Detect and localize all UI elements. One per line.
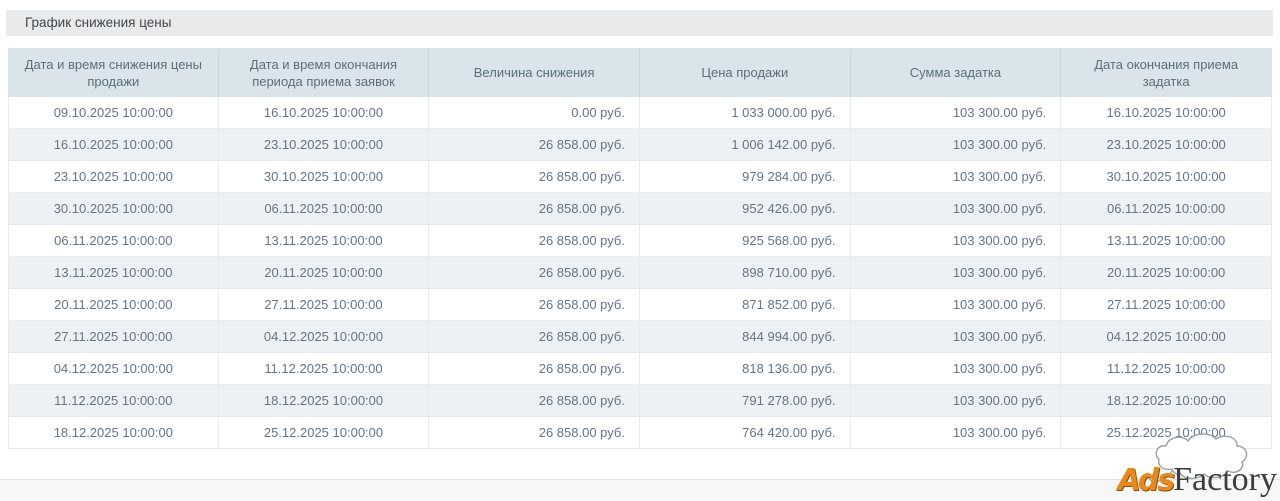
cell: 30.10.2025 10:00:00 xyxy=(8,193,219,225)
cell: 26 858.00 руб. xyxy=(429,385,640,417)
cell: 11.12.2025 10:00:00 xyxy=(8,385,219,417)
cell: 09.10.2025 10:00:00 xyxy=(8,97,219,129)
cell: 26 858.00 руб. xyxy=(429,321,640,353)
column-header: Величина снижения xyxy=(429,48,640,97)
cell: 23.10.2025 10:00:00 xyxy=(8,161,219,193)
cell: 23.10.2025 10:00:00 xyxy=(1061,129,1272,161)
cell: 25.12.2025 10:00:00 xyxy=(218,417,430,449)
cell: 103 300.00 руб. xyxy=(850,321,1062,353)
cell: 1 033 000.00 руб. xyxy=(639,97,851,129)
table-row: 30.10.2025 10:00:00 06.11.2025 10:00:00 26… xyxy=(8,193,1272,225)
table-row: 06.11.2025 10:00:00 13.11.2025 10:00:00 26… xyxy=(8,225,1272,257)
cell: 06.11.2025 10:00:00 xyxy=(218,193,430,225)
cell: 13.11.2025 10:00:00 xyxy=(1061,225,1272,257)
cell: 871 852.00 руб. xyxy=(639,289,851,321)
column-header: Дата и время окончания периода приема за… xyxy=(218,48,430,97)
table-row: 13.11.2025 10:00:00 20.11.2025 10:00:00 26… xyxy=(8,257,1272,289)
cell: 20.11.2025 10:00:00 xyxy=(1061,257,1272,289)
cell: 103 300.00 руб. xyxy=(850,289,1062,321)
column-header: Сумма задатка xyxy=(850,48,1062,97)
cell: 103 300.00 руб. xyxy=(850,193,1062,225)
cell: 04.12.2025 10:00:00 xyxy=(8,353,219,385)
cell: 11.12.2025 10:00:00 xyxy=(218,353,430,385)
column-header: Дата окончания приема задатка xyxy=(1061,48,1272,97)
table-row: 20.11.2025 10:00:00 27.11.2025 10:00:00 26… xyxy=(8,289,1272,321)
cell: 06.11.2025 10:00:00 xyxy=(8,225,219,257)
cell: 18.12.2025 10:00:00 xyxy=(218,385,430,417)
cell: 925 568.00 руб. xyxy=(639,225,851,257)
footer-strip xyxy=(0,479,1280,501)
cell: 18.12.2025 10:00:00 xyxy=(8,417,219,449)
cell: 26 858.00 руб. xyxy=(429,225,640,257)
cell: 16.10.2025 10:00:00 xyxy=(8,129,219,161)
cell: 23.10.2025 10:00:00 xyxy=(218,129,430,161)
cell: 13.11.2025 10:00:00 xyxy=(218,225,430,257)
cell: 27.11.2025 10:00:00 xyxy=(8,321,219,353)
cell: 103 300.00 руб. xyxy=(850,225,1062,257)
cell: 13.11.2025 10:00:00 xyxy=(8,257,219,289)
cell: 11.12.2025 10:00:00 xyxy=(1061,353,1272,385)
cell: 103 300.00 руб. xyxy=(850,417,1062,449)
cell: 26 858.00 руб. xyxy=(429,129,640,161)
cell: 04.12.2025 10:00:00 xyxy=(218,321,430,353)
cell: 818 136.00 руб. xyxy=(639,353,851,385)
cell: 898 710.00 руб. xyxy=(639,257,851,289)
table-row: 04.12.2025 10:00:00 11.12.2025 10:00:00 26… xyxy=(8,353,1272,385)
cell: 26 858.00 руб. xyxy=(429,257,640,289)
cell: 103 300.00 руб. xyxy=(850,353,1062,385)
price-reduction-schedule: Дата и время снижения цены продажи Дата и… xyxy=(8,48,1272,449)
section-title-bar: График снижения цены xyxy=(6,10,1273,36)
cell: 103 300.00 руб. xyxy=(850,97,1062,129)
column-header: Дата и время снижения цены продажи xyxy=(8,48,219,97)
cell: 27.11.2025 10:00:00 xyxy=(1061,289,1272,321)
table-header: Дата и время снижения цены продажи Дата и… xyxy=(8,48,1272,97)
cell: 30.10.2025 10:00:00 xyxy=(218,161,430,193)
cell: 26 858.00 руб. xyxy=(429,353,640,385)
table-row: 23.10.2025 10:00:00 30.10.2025 10:00:00 26… xyxy=(8,161,1272,193)
table-row: 11.12.2025 10:00:00 18.12.2025 10:00:00 26… xyxy=(8,385,1272,417)
cell: 04.12.2025 10:00:00 xyxy=(1061,321,1272,353)
cell: 25.12.2025 10:00:00 xyxy=(1061,417,1272,449)
cell: 18.12.2025 10:00:00 xyxy=(1061,385,1272,417)
cell: 103 300.00 руб. xyxy=(850,161,1062,193)
cell: 952 426.00 руб. xyxy=(639,193,851,225)
cell: 26 858.00 руб. xyxy=(429,161,640,193)
cell: 26 858.00 руб. xyxy=(429,289,640,321)
cell: 26 858.00 руб. xyxy=(429,193,640,225)
cell: 791 278.00 руб. xyxy=(639,385,851,417)
cell: 30.10.2025 10:00:00 xyxy=(1061,161,1272,193)
table-row: 16.10.2025 10:00:00 23.10.2025 10:00:00 26… xyxy=(8,129,1272,161)
page-title: График снижения цены xyxy=(25,15,172,30)
cell: 103 300.00 руб. xyxy=(850,257,1062,289)
cell: 764 420.00 руб. xyxy=(639,417,851,449)
table-row: 09.10.2025 10:00:00 16.10.2025 10:00:00 0.… xyxy=(8,97,1272,129)
cell: 979 284.00 руб. xyxy=(639,161,851,193)
cell: 844 994.00 руб. xyxy=(639,321,851,353)
cell: 26 858.00 руб. xyxy=(429,417,640,449)
cell: 16.10.2025 10:00:00 xyxy=(1061,97,1272,129)
cell: 20.11.2025 10:00:00 xyxy=(8,289,219,321)
cell: 20.11.2025 10:00:00 xyxy=(218,257,430,289)
table-body: 09.10.2025 10:00:00 16.10.2025 10:00:00 0.… xyxy=(8,97,1272,449)
cell: 103 300.00 руб. xyxy=(850,385,1062,417)
cell: 103 300.00 руб. xyxy=(850,129,1062,161)
table-header-row: Дата и время снижения цены продажи Дата и… xyxy=(8,48,1272,97)
cell: 1 006 142.00 руб. xyxy=(639,129,851,161)
table-row: 27.11.2025 10:00:00 04.12.2025 10:00:00 26… xyxy=(8,321,1272,353)
table-row: 18.12.2025 10:00:00 25.12.2025 10:00:00 26… xyxy=(8,417,1272,449)
cell: 06.11.2025 10:00:00 xyxy=(1061,193,1272,225)
cell: 0.00 руб. xyxy=(429,97,640,129)
price-reduction-table: Дата и время снижения цены продажи Дата и… xyxy=(8,48,1272,449)
cell: 16.10.2025 10:00:00 xyxy=(218,97,430,129)
column-header: Цена продажи xyxy=(639,48,851,97)
cell: 27.11.2025 10:00:00 xyxy=(218,289,430,321)
